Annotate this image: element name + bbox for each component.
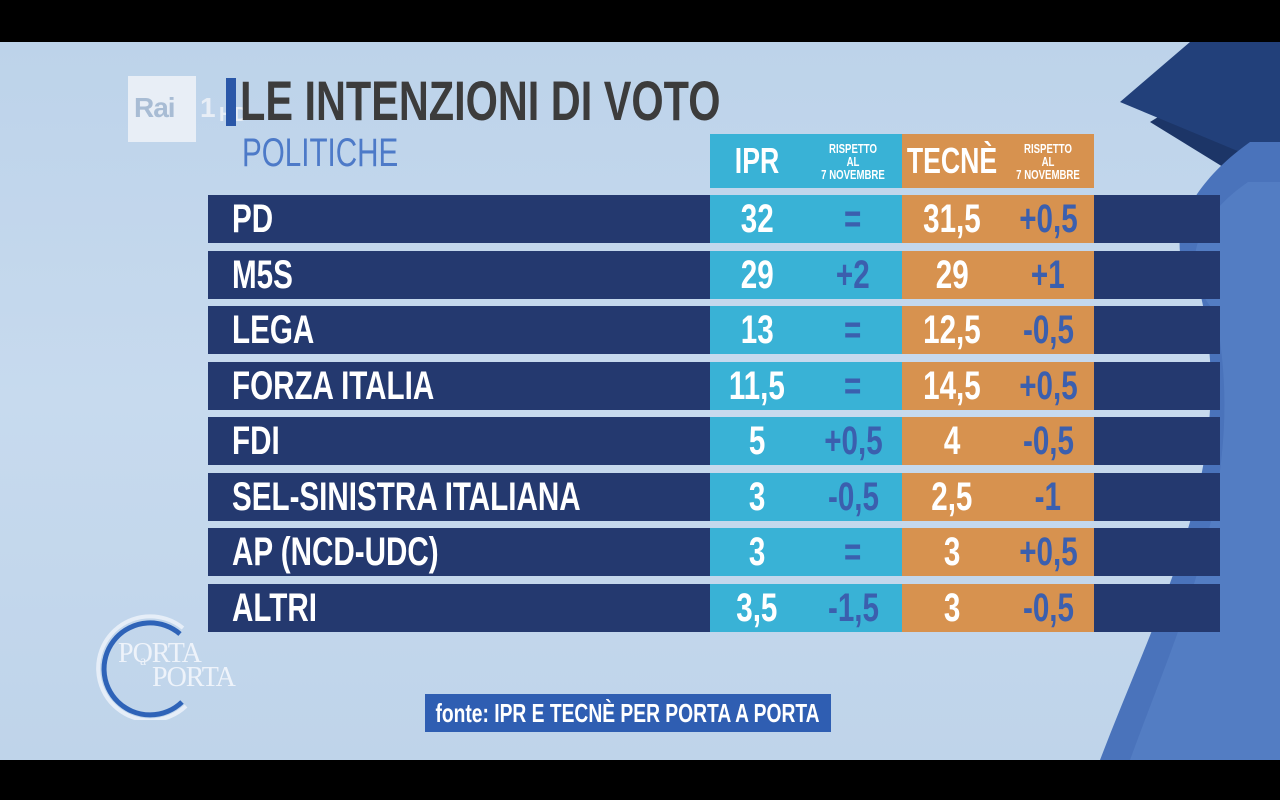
porta-a-porta-logo-a: a <box>140 654 147 669</box>
tecne-delta: +0,5 <box>1002 362 1094 410</box>
tecne-delta: -0,5 <box>1002 584 1094 632</box>
table-row: LEGA 13 = 12,5 -0,5 <box>208 306 1220 354</box>
tecne-delta: +0,5 <box>1002 195 1094 243</box>
ipr-delta: +2 <box>804 251 902 299</box>
table-row: FDI 5 +0,5 4 -0,5 <box>208 417 1220 465</box>
tecne-delta: -0,5 <box>1002 417 1094 465</box>
party-name: FORZA ITALIA <box>232 364 435 408</box>
ipr-value: 13 <box>710 306 804 354</box>
column-header-ipr: IPR <box>710 134 804 188</box>
party-name: SEL-SINISTRA ITALIANA <box>232 475 581 519</box>
tecne-value: 3 <box>902 584 1002 632</box>
tecne-value: 29 <box>902 251 1002 299</box>
poll-graphic: Rai 1 HD LE INTENZIONI DI VOTO POLITICHE… <box>0 42 1280 760</box>
ipr-delta: -0,5 <box>804 473 902 521</box>
ipr-delta: +0,5 <box>804 417 902 465</box>
page-subtitle: POLITICHE <box>242 131 399 175</box>
party-name: PD <box>232 197 274 241</box>
party-name: FDI <box>232 419 280 463</box>
ipr-delta: = <box>804 306 902 354</box>
ipr-delta: = <box>804 528 902 576</box>
table-row: PD 32 = 31,5 +0,5 <box>208 195 1220 243</box>
ipr-value: 11,5 <box>710 362 804 410</box>
tecne-delta: +0,5 <box>1002 528 1094 576</box>
table-row: ALTRI 3,5 -1,5 3 -0,5 <box>208 584 1220 632</box>
tecne-delta: -1 <box>1002 473 1094 521</box>
ipr-value: 3,5 <box>710 584 804 632</box>
ipr-value: 29 <box>710 251 804 299</box>
rai-logo <box>128 76 196 142</box>
tecne-delta: -0,5 <box>1002 306 1094 354</box>
porta-a-porta-ring <box>96 614 188 720</box>
ipr-value: 32 <box>710 195 804 243</box>
column-header-tecne: TECNÈ <box>902 134 1002 188</box>
background-decoration <box>1100 42 1280 760</box>
column-header-ipr-delta: RISPETTO AL 7 NOVEMBRE <box>804 134 902 188</box>
tecne-value: 2,5 <box>902 473 1002 521</box>
tecne-value: 14,5 <box>902 362 1002 410</box>
tecne-value: 12,5 <box>902 306 1002 354</box>
tecne-value: 3 <box>902 528 1002 576</box>
party-name: ALTRI <box>232 586 317 630</box>
ipr-delta: = <box>804 195 902 243</box>
tecne-value: 4 <box>902 417 1002 465</box>
title-accent-bar <box>226 78 236 126</box>
ipr-delta: = <box>804 362 902 410</box>
source-note: fonte: IPR E TECNÈ PER PORTA A PORTA <box>425 694 831 732</box>
party-name: AP (NCD-UDC) <box>232 530 439 574</box>
porta-a-porta-logo-2: PORTA <box>152 662 236 693</box>
porta-a-porta-logo: PORTA <box>118 638 202 669</box>
channel-number: 1 <box>200 92 216 123</box>
rai-logo-text: Rai <box>134 92 176 123</box>
page-title: LE INTENZIONI DI VOTO <box>240 69 721 132</box>
table-row: SEL-SINISTRA ITALIANA 3 -0,5 2,5 -1 <box>208 473 1220 521</box>
table-row: FORZA ITALIA 11,5 = 14,5 +0,5 <box>208 362 1220 410</box>
party-name: M5S <box>232 253 293 297</box>
tecne-delta: +1 <box>1002 251 1094 299</box>
party-name: LEGA <box>232 308 315 352</box>
ipr-delta: -1,5 <box>804 584 902 632</box>
tecne-value: 31,5 <box>902 195 1002 243</box>
table-row: AP (NCD-UDC) 3 = 3 +0,5 <box>208 528 1220 576</box>
ipr-value: 3 <box>710 528 804 576</box>
column-header-tecne-delta: RISPETTO AL 7 NOVEMBRE <box>1002 134 1094 188</box>
ipr-value: 5 <box>710 417 804 465</box>
ipr-value: 3 <box>710 473 804 521</box>
table-row: M5S 29 +2 29 +1 <box>208 251 1220 299</box>
